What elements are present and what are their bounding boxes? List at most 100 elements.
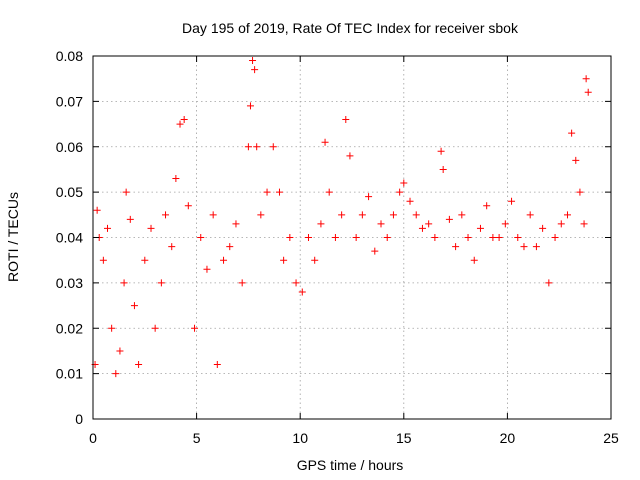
data-point	[104, 224, 112, 232]
data-point	[191, 324, 199, 332]
x-tick-labels: 0 5 10 15 20 25	[89, 430, 619, 446]
data-point	[377, 220, 385, 228]
data-point	[304, 234, 312, 241]
data-point	[130, 302, 138, 310]
data-point	[338, 211, 346, 219]
x-tick-label: 20	[500, 430, 516, 446]
data-point	[168, 243, 176, 251]
data-point	[249, 57, 257, 65]
data-point	[331, 234, 339, 241]
y-tick-label: 0.07	[56, 93, 83, 109]
data-point	[545, 279, 553, 287]
data-point	[286, 234, 294, 241]
data-point	[93, 206, 101, 214]
data-point	[246, 102, 254, 110]
data-point	[120, 279, 128, 287]
data-point	[584, 88, 592, 96]
data-point	[122, 188, 130, 196]
data-point	[112, 370, 120, 378]
data-point	[226, 243, 234, 251]
data-point	[418, 224, 426, 232]
y-tick-label: 0.06	[56, 139, 83, 155]
data-point	[126, 215, 134, 223]
data-point	[439, 165, 447, 173]
x-tick-label: 25	[603, 430, 619, 446]
data-point	[452, 243, 460, 251]
data-point	[470, 256, 478, 264]
data-point	[203, 265, 211, 273]
y-tick-label: 0.01	[56, 366, 83, 382]
data-point	[220, 256, 228, 264]
data-point	[572, 156, 580, 164]
y-tick-label: 0.04	[56, 230, 83, 246]
data-point	[280, 256, 288, 264]
data-point	[269, 143, 277, 151]
data-point	[292, 279, 300, 287]
data-point	[253, 143, 261, 151]
y-tick-label: 0	[75, 411, 83, 427]
data-point	[520, 243, 528, 251]
data-point	[476, 224, 484, 232]
y-tick-label: 0.08	[56, 48, 83, 64]
data-point	[532, 243, 540, 251]
data-point	[508, 197, 516, 205]
data-point	[232, 220, 240, 228]
data-point	[445, 215, 453, 223]
data-point	[400, 179, 408, 187]
data-point	[197, 234, 205, 241]
data-point	[358, 211, 366, 219]
y-tick-label: 0.03	[56, 275, 83, 291]
data-point	[489, 234, 497, 241]
data-point	[501, 220, 509, 228]
data-point	[406, 197, 414, 205]
data-point	[180, 116, 188, 124]
data-point	[244, 143, 252, 151]
data-point	[495, 234, 503, 241]
x-axis-label: GPS time / hours	[297, 457, 404, 473]
data-point	[162, 211, 170, 219]
data-point	[317, 220, 325, 228]
data-point	[412, 211, 420, 219]
data-point	[342, 116, 350, 124]
y-tick-label: 0.02	[56, 320, 83, 336]
x-tick-label: 15	[396, 430, 412, 446]
data-point	[184, 202, 192, 210]
data-point	[257, 211, 265, 219]
x-tick-label: 5	[193, 430, 201, 446]
data-point	[275, 188, 283, 196]
data-point	[371, 247, 379, 255]
data-point	[311, 256, 319, 264]
data-point	[151, 324, 159, 332]
data-point	[483, 202, 491, 210]
data-point	[141, 256, 149, 264]
data-point	[551, 234, 559, 241]
data-point	[383, 234, 391, 241]
grid-lines	[93, 56, 611, 419]
data-point	[563, 211, 571, 219]
data-point	[464, 234, 472, 241]
data-point	[346, 152, 354, 160]
axis-ticks	[92, 55, 612, 420]
y-axis-label: ROTI / TECUs	[5, 192, 21, 282]
data-points	[91, 57, 592, 378]
data-point	[209, 211, 217, 219]
data-point	[582, 75, 590, 83]
data-point	[238, 279, 246, 287]
data-point	[526, 211, 534, 219]
data-point	[251, 66, 259, 74]
data-point	[263, 188, 271, 196]
data-point	[580, 220, 588, 228]
data-point	[352, 234, 360, 241]
y-tick-label: 0.05	[56, 184, 83, 200]
data-point	[325, 188, 333, 196]
x-tick-label: 10	[292, 430, 308, 446]
data-point	[321, 138, 329, 146]
data-point	[514, 234, 522, 241]
data-point	[431, 234, 439, 241]
data-point	[437, 147, 445, 155]
data-point	[576, 188, 584, 196]
data-point	[365, 193, 373, 201]
data-point	[557, 220, 565, 228]
data-point	[108, 324, 116, 332]
